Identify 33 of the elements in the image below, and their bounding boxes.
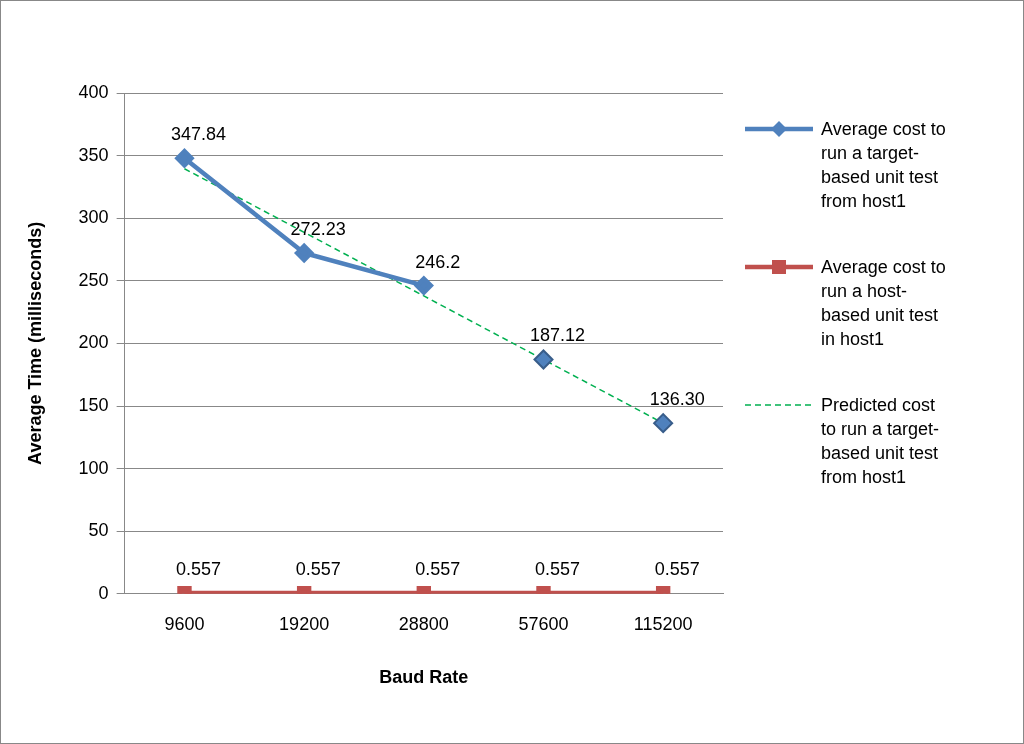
data-label: 0.557 [415,559,461,580]
data-label: 0.557 [534,559,581,580]
legend-label: Average cost to run a host-based unit test in host1 [821,256,947,351]
point [294,243,314,263]
data-label: 246.2 [415,251,461,272]
x-tick-label: 9600 [164,613,205,634]
y-tick-label: 350 [78,144,109,165]
point [533,349,554,370]
y-axis-title: Average Time (milliseconds) [24,221,45,465]
x-tick-label: 28800 [398,613,449,634]
x-tick-label: 19200 [279,613,330,634]
y-tick-label: 100 [78,457,109,478]
y-tick-label: 200 [78,332,109,353]
point [414,276,434,295]
y-tick-label: 50 [88,520,109,541]
data-label: 136.30 [649,389,705,410]
y-tick-label: 300 [78,207,109,228]
data-label: 0.557 [175,559,221,580]
point [175,149,194,168]
y-tick-label: 150 [78,394,109,415]
x-axis-title: Baud Rate [379,667,469,688]
legend-label: Average cost to run a target-based unit test from host1 [821,118,947,213]
data-label: 0.557 [295,559,341,580]
data-label: 0.557 [654,559,700,580]
y-tick-label: 250 [78,269,109,290]
y-tick-label: 0 [98,582,109,603]
data-label: 187.12 [529,325,586,346]
x-tick-label: 115200 [633,613,693,634]
x-tick-label: 57600 [518,613,569,634]
legend-label: Predicted cost to run a target-based unit test from host1 [821,394,941,489]
data-label: 347.84 [170,124,226,145]
data-label: 272.23 [290,218,346,239]
y-tick-label: 400 [78,81,109,102]
